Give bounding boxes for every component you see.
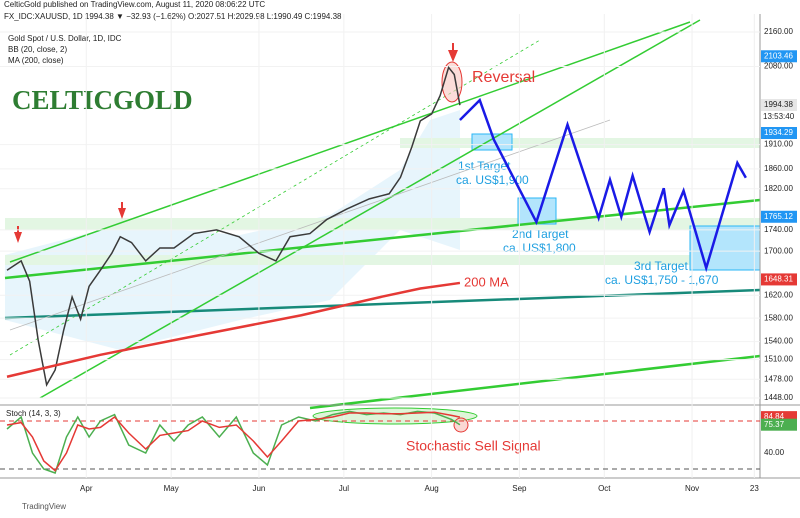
y-tick-label: 1620.00: [764, 290, 793, 299]
y-tick-label: 1448.00: [764, 393, 793, 402]
y-tick-label: 1540.00: [764, 337, 793, 346]
price-label: 75.37: [764, 420, 785, 429]
price-label: 1648.31: [764, 275, 793, 284]
x-tick-label: Jul: [339, 484, 349, 493]
x-tick-label: Apr: [80, 484, 93, 493]
sell-mark: [453, 417, 469, 433]
countdown: 13:53:40: [763, 112, 795, 121]
price-label: 1994.38: [764, 100, 793, 109]
series-line: [6, 65, 461, 387]
zone: [400, 138, 760, 148]
stoch-title: Stoch (14, 3, 3): [6, 409, 61, 418]
y-tick-label: 1820.00: [764, 184, 793, 193]
annotation: Stochastic Sell Signal: [406, 438, 541, 454]
annotation: ca. US$1,750 - 1,670: [605, 273, 719, 287]
price-label-box: [761, 50, 797, 63]
annotation: 2nd Target: [512, 227, 569, 241]
legend-ma: MA (200, close): [8, 56, 64, 65]
symbol-line: FX_IDC:XAUUSD, 1D 1994.38 ▼ −32.93 (−1.6…: [4, 12, 342, 21]
channel-line: [9, 21, 691, 263]
trend-line: [4, 198, 761, 280]
target-zones: [5, 133, 761, 271]
price-label-box: [761, 99, 797, 112]
arrow: [448, 43, 458, 62]
annotation: Reversal: [472, 69, 535, 86]
annotation: 200 MA: [464, 274, 509, 289]
y-tick-label: 1740.00: [764, 225, 793, 234]
series-line: [459, 97, 747, 273]
channel-line: [39, 19, 701, 399]
trend-line: [309, 354, 761, 410]
price-label-box: [761, 418, 797, 431]
y-tick-label: 1910.00: [764, 140, 793, 149]
x-tick-label: 23: [750, 484, 759, 493]
price-label-box: [761, 210, 797, 223]
channel-mid: [9, 39, 541, 356]
annotation: ca. US$1,900: [456, 173, 529, 187]
annotation: ca. US$1,800: [503, 241, 576, 255]
y-tick-label: 1510.00: [764, 355, 793, 364]
y-tick-label: 1478.00: [764, 374, 793, 383]
x-tick-label: Nov: [685, 484, 699, 493]
arrow: [118, 202, 126, 219]
x-tick-label: Jun: [252, 484, 265, 493]
series-line: [6, 411, 461, 472]
trend-line: [4, 288, 761, 320]
arrow: [14, 226, 22, 243]
price-label: 1934.29: [764, 128, 793, 137]
y-tick-label: 1700.00: [764, 246, 793, 255]
x-tick-label: Sep: [512, 484, 527, 493]
y-tick-label: 1580.00: [764, 313, 793, 322]
footer: TradingView: [22, 502, 66, 511]
legend-bb: BB (20, close, 2): [8, 45, 67, 54]
price-label: 2103.46: [764, 51, 793, 60]
x-tick-label: Oct: [598, 484, 611, 493]
price-label: 84.84: [764, 412, 785, 421]
logo: CELTICGOLD: [12, 85, 193, 115]
annotation: 3rd Target: [634, 259, 688, 273]
y-tick-label: 1860.00: [764, 164, 793, 173]
legend-title: Gold Spot / U.S. Dollar, 1D, IDC: [8, 34, 122, 43]
y-tick-label: 2080.00: [764, 62, 793, 71]
zone: [5, 218, 760, 230]
price-label: 1765.12: [764, 212, 793, 221]
price-label-box: [761, 127, 797, 140]
annotation: 1st Target: [458, 159, 511, 173]
y-tick-label: 2160.00: [764, 27, 793, 36]
series-line: [6, 281, 461, 378]
price-label-box: [761, 273, 797, 286]
zone: [5, 255, 760, 265]
x-tick-label: May: [164, 484, 179, 493]
x-tick-label: Aug: [425, 484, 439, 493]
y-tick-label: 40.00: [764, 448, 785, 457]
published: CelticGold published on TradingView.com,…: [4, 0, 265, 9]
